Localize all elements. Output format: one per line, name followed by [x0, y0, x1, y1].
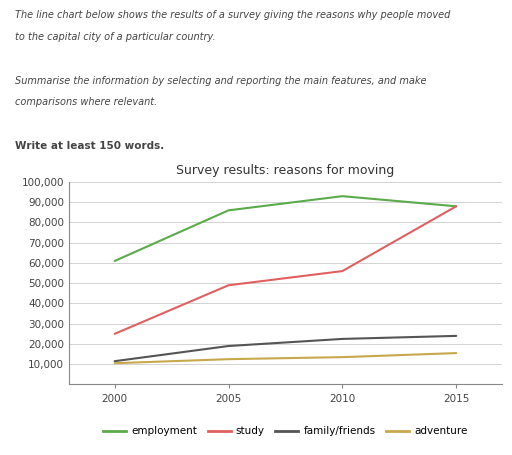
Title: Survey results: reasons for moving: Survey results: reasons for moving — [176, 164, 395, 177]
Text: The line chart below shows the results of a survey giving the reasons why people: The line chart below shows the results o… — [15, 10, 451, 20]
Text: Summarise the information by selecting and reporting the main features, and make: Summarise the information by selecting a… — [15, 76, 427, 86]
Legend: employment, study, family/friends, adventure: employment, study, family/friends, adven… — [99, 422, 472, 440]
Text: Write at least 150 words.: Write at least 150 words. — [15, 141, 165, 151]
Text: comparisons where relevant.: comparisons where relevant. — [15, 97, 158, 107]
Text: to the capital city of a particular country.: to the capital city of a particular coun… — [15, 32, 216, 42]
